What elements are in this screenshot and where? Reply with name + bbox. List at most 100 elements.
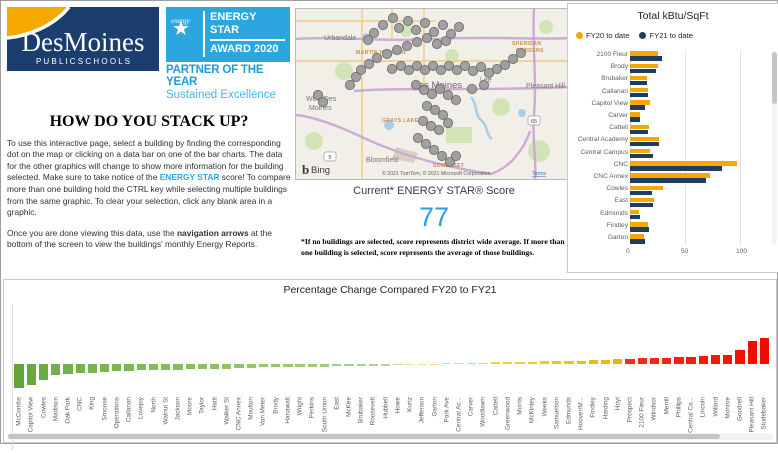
kbtu-bar-fy21[interactable] — [630, 178, 706, 183]
kbtu-bar-fy21[interactable] — [630, 129, 648, 134]
building-map-dot[interactable] — [437, 19, 449, 31]
building-map-dot[interactable] — [417, 115, 429, 127]
building-map-dot[interactable] — [459, 60, 471, 72]
pct-change-bar[interactable] — [564, 360, 574, 364]
pct-change-bar[interactable] — [99, 364, 110, 373]
building-map-dot[interactable] — [442, 89, 454, 101]
building-map-dot[interactable] — [450, 150, 462, 162]
kbtu-bar-fy20[interactable] — [630, 148, 650, 154]
pct-change-bar[interactable] — [625, 358, 635, 364]
building-map-dot[interactable] — [437, 109, 449, 121]
building-map-dot[interactable] — [435, 64, 447, 76]
pct-change-bar[interactable] — [710, 355, 721, 364]
kbtu-bar-fy20[interactable] — [630, 100, 650, 105]
kbtu-bar-fy20[interactable] — [630, 173, 711, 178]
building-map-dot[interactable] — [444, 156, 456, 168]
building-map-dot[interactable] — [440, 35, 452, 47]
kbtu-bar-fy20[interactable] — [630, 75, 647, 81]
pct-change-bar[interactable] — [674, 357, 684, 364]
kbtu-bar-fy21[interactable] — [630, 117, 640, 122]
pct-change-bar[interactable] — [75, 364, 85, 374]
kbtu-bar-fy21[interactable] — [630, 56, 662, 61]
pct-change-bar[interactable] — [173, 364, 183, 370]
building-map-dot[interactable] — [450, 94, 462, 106]
building-map-dot[interactable] — [429, 104, 441, 116]
pct-change-bar[interactable] — [723, 354, 733, 364]
kbtu-bar-fy21[interactable] — [630, 202, 654, 208]
pct-change-bar[interactable] — [552, 361, 562, 364]
building-map-dot[interactable] — [363, 58, 375, 70]
building-map-dot[interactable] — [478, 79, 490, 91]
building-map-dot[interactable] — [412, 132, 424, 144]
building-map-dot[interactable] — [483, 67, 495, 79]
building-map-dot[interactable] — [453, 21, 465, 33]
building-map-dot[interactable] — [499, 59, 511, 71]
pct-change-bar[interactable] — [14, 364, 24, 389]
kbtu-bar-fy21[interactable] — [630, 105, 646, 110]
building-map-dot[interactable] — [443, 60, 455, 72]
pct-change-bar[interactable] — [283, 364, 293, 368]
kbtu-bar-fy20[interactable] — [630, 63, 658, 68]
pct-change-bar[interactable] — [222, 364, 232, 369]
building-map-dot[interactable] — [491, 63, 503, 75]
building-map-dot[interactable] — [344, 79, 356, 91]
pct-change-bar[interactable] — [539, 361, 550, 364]
kbtu-bar-fy20[interactable] — [630, 124, 649, 129]
pct-change-bar[interactable] — [515, 361, 525, 364]
pct-change-bar[interactable] — [124, 364, 134, 371]
pct-change-bar[interactable] — [747, 341, 757, 364]
pct-change-bar[interactable] — [26, 364, 36, 385]
legend-item-fy20[interactable]: FY20 to date — [576, 31, 629, 40]
building-map-dot[interactable] — [425, 120, 437, 132]
pct-change-bar[interactable] — [588, 359, 599, 364]
kbtu-bar-fy21[interactable] — [630, 166, 723, 171]
pct-change-bar[interactable] — [527, 361, 537, 364]
building-map-dot[interactable] — [410, 24, 422, 36]
pct-change-bar[interactable] — [576, 360, 586, 364]
building-map-dot[interactable] — [434, 83, 446, 95]
building-map-dot[interactable] — [421, 100, 433, 112]
kbtu-bar-fy20[interactable] — [630, 51, 658, 56]
pct-change-bar[interactable] — [234, 364, 244, 369]
building-map-dot[interactable] — [466, 83, 478, 95]
kbtu-bar-fy21[interactable] — [630, 80, 647, 86]
building-map-dot[interactable] — [445, 28, 457, 40]
building-map-dot[interactable] — [419, 17, 431, 29]
building-map-dot[interactable] — [419, 64, 431, 76]
pct-change-bar[interactable] — [356, 364, 366, 367]
kbtu-bar-fy21[interactable] — [630, 190, 652, 195]
pct-change-bar[interactable] — [38, 364, 49, 381]
building-map-dot[interactable] — [371, 52, 383, 64]
pct-change-bar[interactable] — [478, 362, 489, 364]
building-map-dot[interactable] — [410, 79, 422, 91]
kbtu-bar-fy21[interactable] — [630, 92, 648, 98]
pct-change-bar[interactable] — [319, 364, 330, 367]
pct-change-bar[interactable] — [759, 337, 770, 364]
kbtu-bar-fy20[interactable] — [630, 112, 640, 117]
legend-item-fy21[interactable]: FY21 to date — [639, 31, 693, 40]
map-canvas[interactable]: 5 65 Urbandale MARTIN HICKMAN SHERIDANGARDEN… — [296, 9, 570, 179]
pct-change-bar[interactable] — [51, 364, 61, 375]
kbtu-bar-fy21[interactable] — [630, 141, 659, 147]
pct-change-bar[interactable] — [405, 364, 415, 366]
building-map-dot[interactable] — [362, 34, 374, 46]
building-map-dot[interactable] — [436, 150, 448, 162]
pct-change-bar[interactable] — [637, 358, 647, 364]
kbtu-bar-fy21[interactable] — [630, 68, 657, 73]
kbtu-bar-fy20[interactable] — [630, 161, 737, 166]
pct-horizontal-scrollbar[interactable] — [7, 433, 773, 440]
pct-change-bar[interactable] — [63, 364, 73, 374]
pct-change-bar[interactable] — [136, 364, 146, 371]
pct-change-bar[interactable] — [649, 358, 660, 364]
building-map-dot[interactable] — [350, 71, 362, 83]
building-map-dot[interactable] — [475, 61, 487, 73]
kbtu-bar-fy21[interactable] — [630, 227, 649, 232]
pct-change-bar[interactable] — [454, 362, 464, 364]
building-map-dot[interactable] — [391, 44, 403, 56]
kbtu-bar-fy20[interactable] — [630, 136, 659, 142]
building-map-dot[interactable] — [377, 19, 389, 31]
building-map-dot[interactable] — [427, 60, 439, 72]
building-map-dot[interactable] — [368, 27, 380, 39]
pct-change-bar[interactable] — [197, 364, 208, 370]
building-map-dot[interactable] — [433, 124, 445, 136]
